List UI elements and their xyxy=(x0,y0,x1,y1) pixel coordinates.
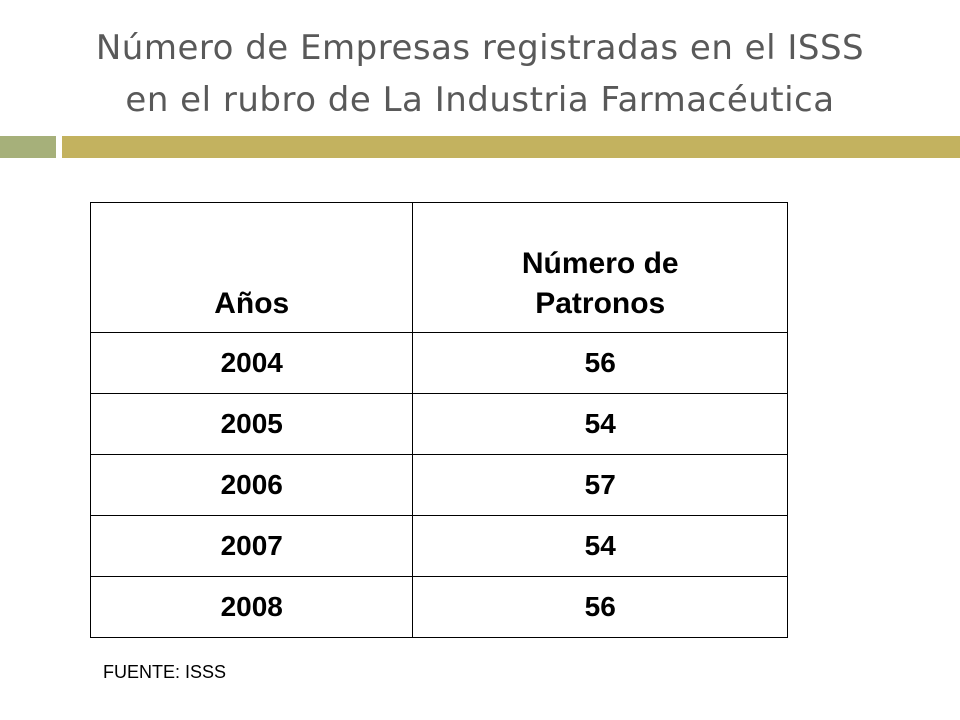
slide-title: Número de Empresas registradas en el ISS… xyxy=(0,22,960,126)
cell-count: 54 xyxy=(412,515,788,577)
cell-year: 2007 xyxy=(89,515,414,577)
source-note: FUENTE: ISSS xyxy=(103,662,227,682)
cell-count: 57 xyxy=(412,454,788,516)
header-count-line-1: Número de xyxy=(521,247,679,280)
table-row: 2007 54 xyxy=(89,515,788,577)
cell-count: 56 xyxy=(412,332,788,394)
cell-count: 56 xyxy=(412,576,788,638)
data-table: Años Número de Patronos 2004 56 2005 54 … xyxy=(89,202,788,638)
table-row: 2006 57 xyxy=(89,454,788,516)
accent-bar-right xyxy=(62,136,960,158)
cell-year: 2006 xyxy=(89,454,414,516)
cell-year: 2004 xyxy=(89,332,414,394)
slide-title-line-1: Número de Empresas registradas en el ISS… xyxy=(95,28,865,68)
header-years: Años xyxy=(89,202,414,333)
header-count-line-2: Patronos xyxy=(535,287,666,320)
cell-count: 54 xyxy=(412,393,788,455)
cell-year: 2005 xyxy=(89,393,414,455)
slide-title-line-2: en el rubro de La Industria Farmacéutica xyxy=(125,80,835,120)
table-row: 2005 54 xyxy=(89,393,788,455)
table-header-row: Años Número de Patronos xyxy=(89,202,788,333)
table-row: 2008 56 xyxy=(89,576,788,638)
header-count: Número de Patronos xyxy=(412,202,788,333)
accent-bar-left xyxy=(0,136,56,158)
cell-year: 2008 xyxy=(89,576,414,638)
table-row: 2004 56 xyxy=(89,332,788,394)
